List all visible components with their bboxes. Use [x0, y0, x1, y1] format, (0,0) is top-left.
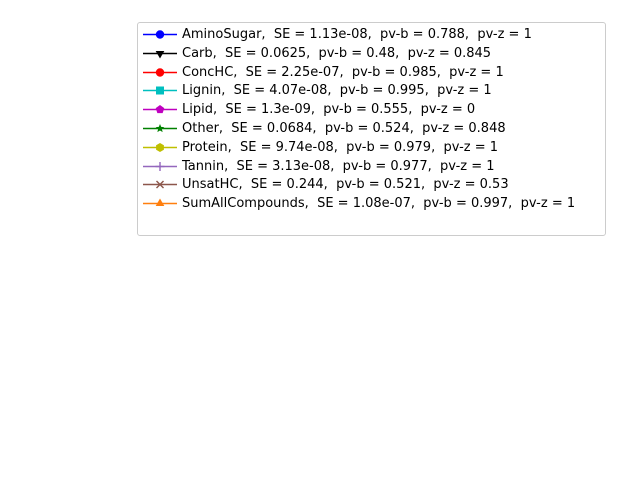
legend-marker-pentagon-icon [143, 105, 177, 114]
legend-marker-circle-icon [143, 30, 177, 39]
legend-marker-triangle-up-icon [143, 198, 177, 207]
legend-marker-star-icon [143, 124, 177, 133]
legend-label: Tannin, SE = 3.13e-08, pv-b = 0.977, pv-… [182, 158, 495, 174]
legend-label: Lignin, SE = 4.07e-08, pv-b = 0.995, pv-… [182, 83, 492, 99]
legend-label: SumAllCompounds, SE = 1.08e-07, pv-b = 0… [182, 196, 576, 212]
legend-entry: Protein, SE = 9.74e-08, pv-b = 0.979, pv… [138, 138, 605, 157]
chart-legend: AminoSugar, SE = 1.13e-08, pv-b = 0.788,… [137, 22, 606, 236]
legend-marker-triangle-down-icon [143, 50, 177, 59]
legend-marker-square-icon [143, 86, 177, 95]
legend-marker-circle-icon [143, 67, 177, 77]
legend-label: AminoSugar, SE = 1.13e-08, pv-b = 0.788,… [182, 27, 532, 42]
legend-entry: Tannin, SE = 3.13e-08, pv-b = 0.977, pv-… [138, 157, 605, 176]
legend-entry: Lignin, SE = 4.07e-08, pv-b = 0.995, pv-… [138, 81, 605, 100]
legend-label: ConcHC, SE = 2.25e-07, pv-b = 0.985, pv-… [182, 64, 504, 80]
legend-entry: SumAllCompounds, SE = 1.08e-07, pv-b = 0… [138, 194, 605, 213]
legend-marker-x-icon [143, 180, 177, 189]
legend-label: Lipid, SE = 1.3e-09, pv-b = 0.555, pv-z … [182, 102, 476, 118]
legend-marker-hexagon-icon [143, 142, 177, 152]
legend-entry: UnsatHC, SE = 0.244, pv-b = 0.521, pv-z … [138, 175, 605, 194]
legend-label: Protein, SE = 9.74e-08, pv-b = 0.979, pv… [182, 139, 499, 155]
legend-entry: Lipid, SE = 1.3e-09, pv-b = 0.555, pv-z … [138, 100, 605, 119]
legend-entry: Carb, SE = 0.0625, pv-b = 0.48, pv-z = 0… [138, 44, 605, 63]
legend-entry: AminoSugar, SE = 1.13e-08, pv-b = 0.788,… [138, 25, 605, 44]
legend-entry: Other, SE = 0.0684, pv-b = 0.524, pv-z =… [138, 119, 605, 138]
legend-label: Carb, SE = 0.0625, pv-b = 0.48, pv-z = 0… [182, 45, 492, 61]
legend-entry: ConcHC, SE = 2.25e-07, pv-b = 0.985, pv-… [138, 63, 605, 82]
legend-label: Other, SE = 0.0684, pv-b = 0.524, pv-z =… [182, 121, 506, 136]
legend-marker-plus-icon [143, 161, 177, 171]
legend-label: UnsatHC, SE = 0.244, pv-b = 0.521, pv-z … [182, 177, 509, 193]
